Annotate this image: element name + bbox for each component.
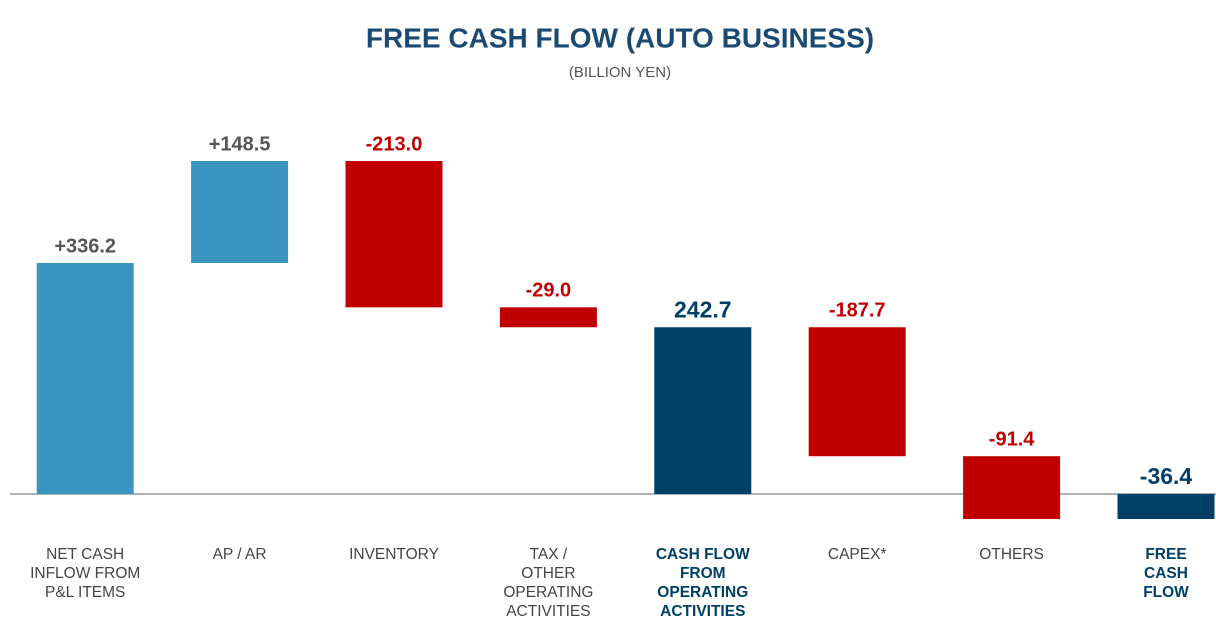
chart-title: FREE CASH FLOW (AUTO BUSINESS) xyxy=(366,22,874,53)
category-label: FREE CASH FLOW xyxy=(1143,546,1189,601)
value-label: -91.4 xyxy=(989,428,1035,450)
value-label: 242.7 xyxy=(674,296,732,322)
bar xyxy=(808,327,906,457)
category-label: INVENTORY xyxy=(349,546,439,563)
value-label: +148.5 xyxy=(209,133,271,155)
category-label: NET CASH INFLOW FROM P&L ITEMS xyxy=(30,546,141,601)
bar xyxy=(654,327,752,494)
bar xyxy=(191,161,289,264)
category-label: CAPEX* xyxy=(827,546,887,563)
chart-subtitle: (BILLION YEN) xyxy=(569,64,671,81)
category-label: CASH FLOW FROM OPERATING ACTIVITIES xyxy=(655,546,750,620)
bar xyxy=(345,161,443,308)
bar xyxy=(963,456,1061,520)
category-label: TAX / OTHER OPERATING ACTIVITIES xyxy=(503,546,594,620)
value-label: -29.0 xyxy=(526,280,572,302)
bar xyxy=(499,307,597,328)
category-label: OTHERS xyxy=(979,546,1044,563)
bar xyxy=(1117,494,1215,520)
value-label: -213.0 xyxy=(366,133,423,155)
value-label: +336.2 xyxy=(54,235,116,257)
bar xyxy=(36,263,134,494)
value-label: -36.4 xyxy=(1140,463,1193,489)
category-label: AP / AR xyxy=(212,546,267,563)
value-label: -187.7 xyxy=(829,300,886,322)
